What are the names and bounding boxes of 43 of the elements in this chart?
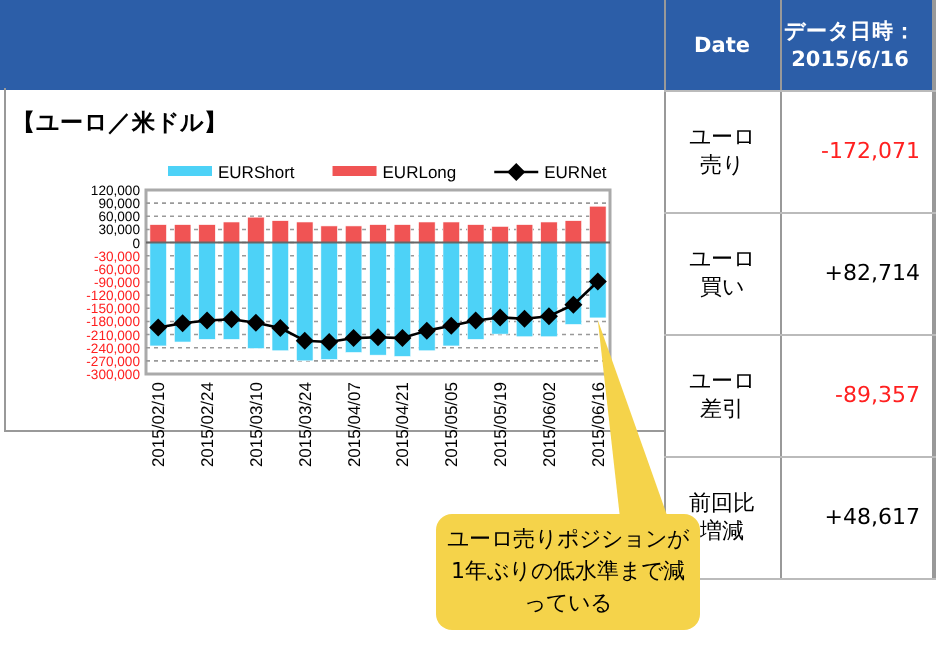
text: -89,357: [835, 381, 920, 409]
point: [491, 308, 510, 327]
point: [442, 316, 461, 335]
x-tick-label: 2015/02/10: [148, 381, 169, 468]
x-tick-label: 2015/03/24: [294, 381, 315, 468]
text: ユーロ差引: [687, 367, 757, 423]
text: -172,071: [821, 137, 920, 165]
legend-label: EURShort: [218, 162, 296, 182]
point: [393, 329, 412, 348]
text: +48,617: [824, 503, 920, 531]
point: [539, 307, 558, 326]
point: [271, 319, 290, 337]
text: ユーロ買い: [687, 245, 757, 301]
legend-label: EURNet: [544, 162, 608, 182]
x-tick-label: 2015/04/21: [392, 381, 413, 468]
point: [466, 311, 485, 330]
point: [564, 295, 583, 314]
point: [295, 331, 314, 350]
point: [515, 309, 534, 328]
point: [417, 321, 436, 340]
annotation: ユーロ売りポジションが1年ぶりの低水準まで減っている: [445, 524, 691, 620]
text: Date: [692, 31, 752, 59]
text: ユーロ売り: [687, 123, 757, 179]
text: データ日時：2015/6/16: [782, 17, 918, 73]
point: [173, 314, 192, 333]
x-tick-label: 2015/03/10: [245, 381, 266, 468]
point: [222, 310, 241, 329]
text: +82,714: [824, 259, 920, 287]
point: [246, 313, 265, 332]
x-tick-label: 2015/06/16: [587, 381, 608, 468]
x-tick-label: 2015/05/19: [490, 381, 511, 468]
x-tick-label: 2015/02/24: [197, 381, 218, 468]
x-tick-label: 2015/05/05: [441, 381, 462, 468]
point: [588, 272, 607, 291]
point: [320, 333, 339, 352]
text: 前回比増減: [689, 489, 757, 545]
point: [344, 329, 363, 348]
legend-label: EURLong: [382, 162, 457, 182]
x-tick-label: 2015/04/07: [343, 381, 364, 468]
point: [149, 318, 168, 337]
x-tick-label: 2015/06/02: [538, 381, 559, 468]
chart-title: 【ユーロ／米ドル】: [12, 108, 228, 138]
point: [369, 328, 387, 347]
